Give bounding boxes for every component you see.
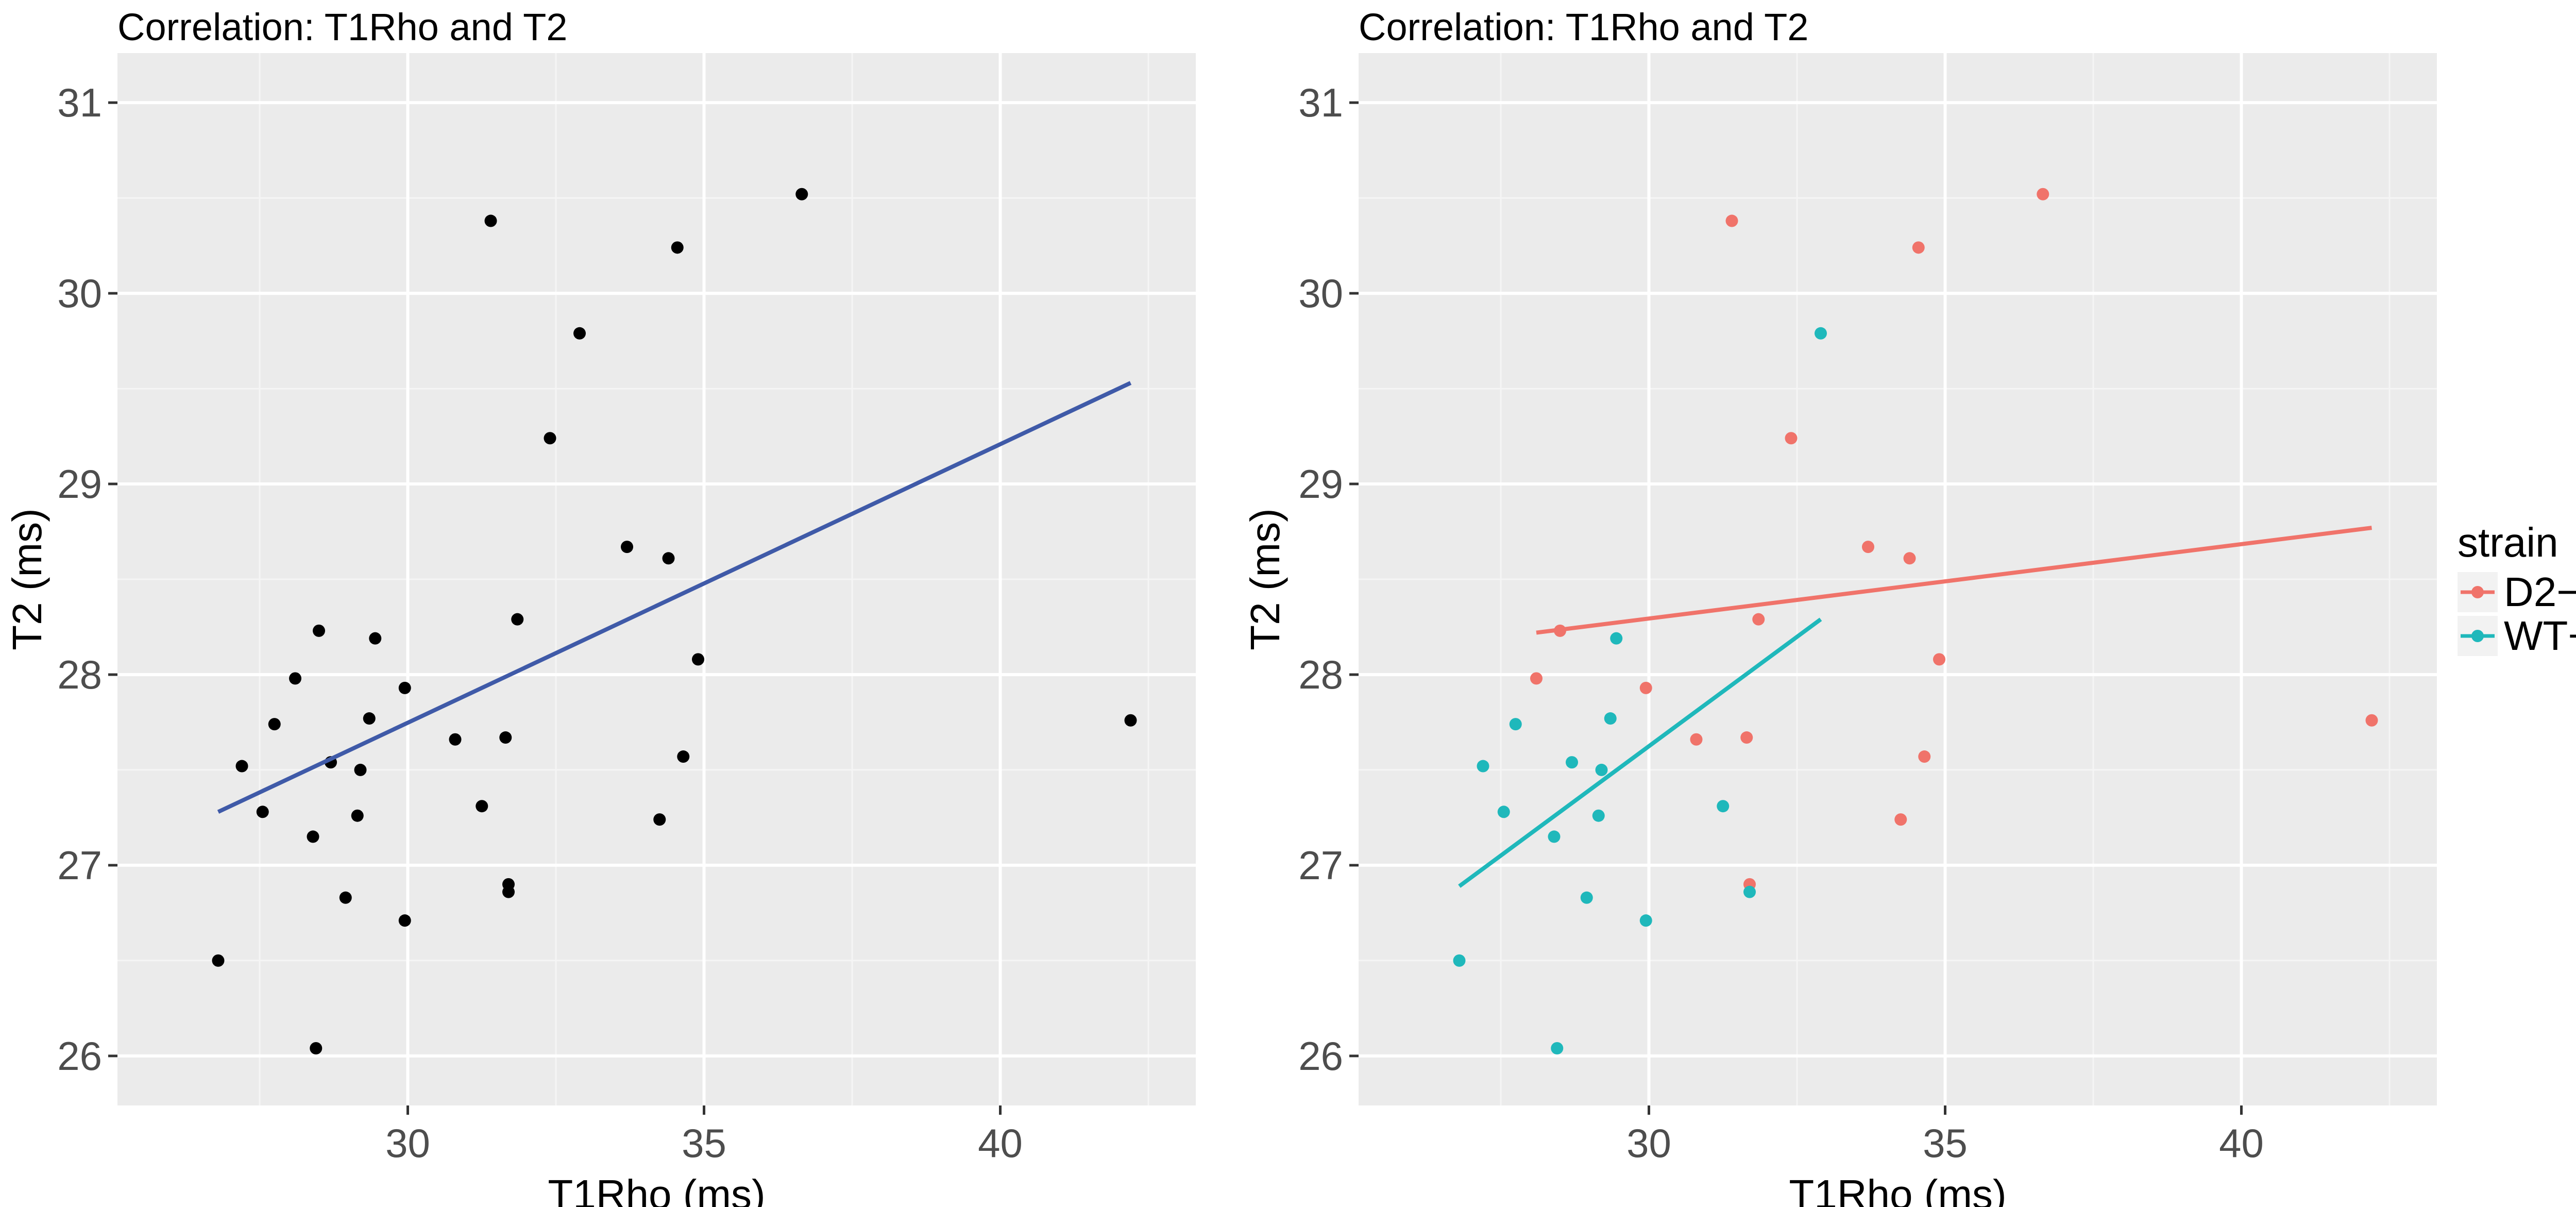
data-point — [2037, 188, 2049, 200]
data-point — [1453, 954, 1466, 967]
data-point — [1548, 830, 1561, 843]
data-point — [1740, 731, 1753, 744]
data-point — [1903, 552, 1916, 565]
y-axis-title: T2 (ms) — [1242, 508, 1288, 650]
data-point — [1918, 750, 1931, 763]
legend-key-point — [2471, 630, 2484, 642]
fit-line — [217, 381, 1132, 814]
data-point — [1815, 327, 1827, 340]
chart-panel-1: 30 35 40 26 27 28 29 30 31 Correlation: T1Rho and… — [4, 6, 1196, 1207]
x-axis-title: T1Rho (ms) — [1789, 1171, 2006, 1207]
data-point — [212, 954, 225, 967]
data-point — [1894, 813, 1907, 826]
data-point — [1530, 672, 1543, 685]
data-point — [671, 241, 684, 254]
data-point — [1580, 891, 1593, 904]
data-point — [398, 681, 411, 694]
y-tick-label: 27 — [1298, 843, 1343, 888]
y-tick-label: 29 — [57, 461, 102, 507]
data-point — [235, 760, 248, 773]
data-point — [692, 653, 704, 666]
data-point — [1690, 733, 1703, 746]
data-point — [1743, 885, 1756, 898]
data-point — [268, 718, 281, 731]
data-point — [1604, 712, 1617, 725]
x-axis-title: T1Rho (ms) — [548, 1171, 765, 1207]
fit-line — [1536, 526, 2372, 635]
y-tick-label: 28 — [57, 652, 102, 697]
data-point — [369, 632, 382, 645]
legend-label: D2−mdx — [2504, 569, 2576, 615]
chart-title: Correlation: T1Rho and T2 — [117, 6, 567, 48]
data-point — [307, 830, 319, 843]
legend-label: WT−DBA — [2504, 613, 2576, 659]
y-tick-label: 26 — [1298, 1033, 1343, 1079]
data-point — [1862, 541, 1874, 554]
x-tick-label: 40 — [978, 1120, 1023, 1166]
data-point — [1551, 1042, 1564, 1055]
data-point — [2365, 714, 2378, 727]
data-point — [310, 1042, 323, 1055]
data-point — [1497, 806, 1510, 818]
data-point — [1509, 718, 1522, 731]
data-point — [653, 813, 666, 826]
x-tick-label: 30 — [1626, 1120, 1671, 1166]
x-tick-label: 30 — [385, 1120, 430, 1166]
data-point — [1933, 653, 1945, 666]
data-point — [289, 672, 301, 685]
data-point — [476, 800, 488, 813]
data-point — [1912, 241, 1925, 254]
data-point — [1595, 763, 1608, 776]
data-point — [484, 214, 497, 227]
data-point — [677, 750, 690, 763]
data-point — [1124, 714, 1137, 727]
data-point — [313, 624, 325, 637]
y-tick-label: 29 — [1298, 461, 1343, 507]
x-tick-label: 35 — [1923, 1120, 1968, 1166]
x-tick-label: 40 — [2219, 1120, 2264, 1166]
data-point — [1639, 914, 1652, 927]
legend-key-point — [2471, 586, 2484, 598]
data-point — [511, 613, 524, 626]
legend-title: strain — [2458, 519, 2558, 565]
data-point — [1592, 809, 1605, 822]
data-point — [502, 878, 515, 891]
data-point — [1477, 760, 1489, 773]
data-point — [1725, 214, 1738, 227]
x-tick-label: 35 — [682, 1120, 726, 1166]
data-point — [363, 712, 376, 725]
data-point — [398, 914, 411, 927]
chart-panel-2: 30 35 40 26 27 28 29 30 31 Correlation: T1Rho and… — [1242, 6, 2576, 1207]
data-point — [1717, 800, 1730, 813]
data-point — [795, 188, 808, 200]
chart-title: Correlation: T1Rho and T2 — [1359, 6, 1808, 48]
y-tick-label: 28 — [1298, 652, 1343, 697]
y-tick-label: 30 — [1298, 271, 1343, 316]
data-point — [351, 809, 364, 822]
data-point — [256, 806, 269, 818]
data-point — [1752, 613, 1765, 626]
y-tick-label: 31 — [57, 80, 102, 125]
data-point — [449, 733, 462, 746]
fit-line — [1458, 617, 1822, 888]
data-point — [662, 552, 675, 565]
data-point — [499, 731, 512, 744]
data-point — [621, 541, 633, 554]
y-tick-label: 31 — [1298, 80, 1343, 125]
data-point — [1639, 681, 1652, 694]
data-point — [1566, 756, 1578, 769]
data-point — [1785, 432, 1798, 445]
data-point — [544, 432, 556, 445]
data-point — [1610, 632, 1623, 645]
data-point — [354, 763, 367, 776]
y-tick-label: 27 — [57, 843, 102, 888]
data-point — [573, 327, 586, 340]
data-point — [339, 891, 352, 904]
y-tick-label: 30 — [57, 271, 102, 316]
y-axis-title: T2 (ms) — [4, 508, 50, 650]
y-tick-label: 26 — [57, 1033, 102, 1079]
